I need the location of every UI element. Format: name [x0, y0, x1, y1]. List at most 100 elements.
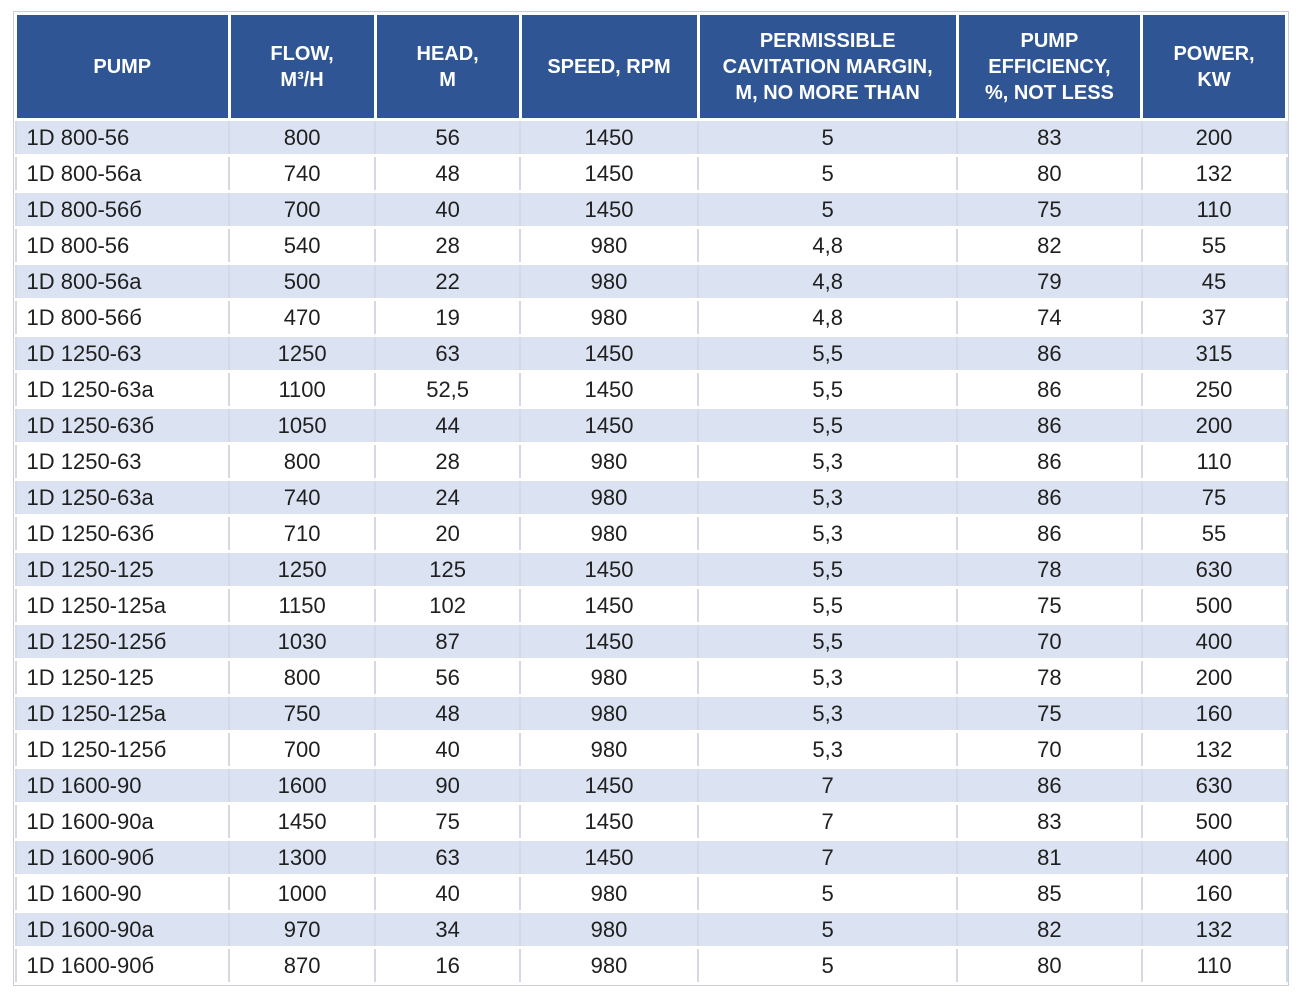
cell-pump: 1D 1250-125a [14, 586, 231, 625]
cell-speed: 1450 [519, 334, 699, 373]
table-row: 1D 800-56 540 28 980 4,8 82 55 [14, 226, 1288, 265]
cell-power: 110 [1140, 442, 1288, 481]
table-row: 1D 1250-125б 1030 87 1450 5,5 70 400 [14, 622, 1288, 661]
cell-power: 110 [1140, 190, 1288, 229]
cell-head: 63 [374, 334, 522, 373]
cell-efficiency: 81 [956, 838, 1143, 877]
cell-pump: 1D 1250-63a [14, 370, 231, 409]
cell-head: 22 [374, 262, 522, 301]
column-header-pump: PUMP [14, 12, 231, 121]
cell-efficiency: 86 [956, 334, 1143, 373]
cell-pump: 1D 800-56б [14, 298, 231, 337]
cell-pump: 1D 1250-63a [14, 478, 231, 517]
table-row: 1D 800-56a 740 48 1450 5 80 132 [14, 154, 1288, 193]
column-header-speed: SPEED, RPM [518, 12, 700, 121]
cell-power: 75 [1140, 478, 1288, 517]
table-header: PUMP FLOW, M³/H HEAD, M SPEED, RPM PERMISSIB… [14, 12, 1288, 121]
cell-flow: 700 [228, 190, 377, 229]
cell-power: 37 [1140, 298, 1288, 337]
cell-flow: 800 [228, 658, 377, 697]
cell-flow: 1250 [228, 550, 377, 589]
cell-power: 132 [1140, 730, 1288, 769]
table-row: 1D 800-56б 470 19 980 4,8 74 37 [14, 298, 1288, 337]
cell-pump: 1D 800-56 [14, 118, 231, 157]
cell-flow: 800 [228, 442, 377, 481]
cell-speed: 1450 [519, 550, 699, 589]
cell-flow: 740 [228, 154, 377, 193]
cell-efficiency: 86 [956, 514, 1143, 553]
cell-head: 90 [374, 766, 522, 805]
cell-efficiency: 83 [956, 802, 1143, 841]
cell-pump: 1D 1600-90a [14, 802, 231, 841]
cell-pump: 1D 1250-125a [14, 694, 231, 733]
cell-flow: 1150 [228, 586, 377, 625]
cell-head: 75 [374, 802, 522, 841]
cell-power: 200 [1140, 406, 1288, 445]
table-row: 1D 1600-90 1600 90 1450 7 86 630 [14, 766, 1288, 805]
cell-cavitation: 5 [696, 154, 959, 193]
cell-speed: 980 [519, 262, 699, 301]
cell-efficiency: 86 [956, 406, 1143, 445]
cell-power: 110 [1140, 946, 1288, 985]
table-row: 1D 1250-125б 700 40 980 5,3 70 132 [14, 730, 1288, 769]
cell-head: 20 [374, 514, 522, 553]
cell-power: 55 [1140, 226, 1288, 265]
cell-power: 45 [1140, 262, 1288, 301]
cell-flow: 700 [228, 730, 377, 769]
cell-speed: 980 [519, 658, 699, 697]
cell-head: 56 [374, 118, 522, 157]
cell-speed: 1450 [519, 622, 699, 661]
cell-pump: 1D 1250-63 [14, 334, 231, 373]
cell-power: 500 [1140, 802, 1288, 841]
cell-power: 160 [1140, 694, 1288, 733]
cell-cavitation: 7 [696, 802, 959, 841]
cell-efficiency: 86 [956, 370, 1143, 409]
cell-power: 315 [1140, 334, 1288, 373]
header-row: PUMP FLOW, M³/H HEAD, M SPEED, RPM PERMISSIB… [14, 12, 1288, 121]
cell-efficiency: 70 [956, 622, 1143, 661]
cell-flow: 800 [228, 118, 377, 157]
cell-speed: 1450 [519, 838, 699, 877]
cell-cavitation: 5,3 [696, 478, 959, 517]
cell-head: 28 [374, 226, 522, 265]
cell-cavitation: 5 [696, 946, 959, 985]
cell-speed: 980 [519, 874, 699, 913]
cell-efficiency: 75 [956, 586, 1143, 625]
cell-efficiency: 74 [956, 298, 1143, 337]
cell-head: 40 [374, 190, 522, 229]
cell-head: 44 [374, 406, 522, 445]
cell-flow: 1250 [228, 334, 377, 373]
cell-cavitation: 5 [696, 118, 959, 157]
cell-pump: 1D 1600-90 [14, 766, 231, 805]
table-body: 1D 800-56 800 56 1450 5 83 200 1D 800-56a 740 48 1… [14, 118, 1288, 985]
cell-cavitation: 7 [696, 838, 959, 877]
cell-pump: 1D 800-56a [14, 154, 231, 193]
cell-cavitation: 5,3 [696, 442, 959, 481]
cell-head: 24 [374, 478, 522, 517]
table-row: 1D 1600-90a 1450 75 1450 7 83 500 [14, 802, 1288, 841]
cell-pump: 1D 1250-63 [14, 442, 231, 481]
cell-speed: 1450 [519, 370, 699, 409]
table-row: 1D 1250-63б 1050 44 1450 5,5 86 200 [14, 406, 1288, 445]
cell-pump: 1D 800-56б [14, 190, 231, 229]
cell-power: 630 [1140, 550, 1288, 589]
pump-spec-table: PUMP FLOW, M³/H HEAD, M SPEED, RPM PERMISSIB… [13, 11, 1289, 986]
table-row: 1D 1250-63б 710 20 980 5,3 86 55 [14, 514, 1288, 553]
table-row: 1D 1250-63a 1100 52,5 1450 5,5 86 250 [14, 370, 1288, 409]
cell-flow: 540 [228, 226, 377, 265]
cell-power: 132 [1140, 154, 1288, 193]
cell-cavitation: 5,3 [696, 658, 959, 697]
cell-cavitation: 5,5 [696, 406, 959, 445]
cell-efficiency: 82 [956, 226, 1143, 265]
cell-speed: 980 [519, 946, 699, 985]
cell-head: 28 [374, 442, 522, 481]
cell-pump: 1D 1250-63б [14, 514, 231, 553]
cell-flow: 710 [228, 514, 377, 553]
cell-head: 40 [374, 730, 522, 769]
cell-flow: 1000 [228, 874, 377, 913]
cell-head: 19 [374, 298, 522, 337]
cell-speed: 980 [519, 298, 699, 337]
cell-efficiency: 86 [956, 442, 1143, 481]
cell-power: 160 [1140, 874, 1288, 913]
cell-flow: 1450 [228, 802, 377, 841]
